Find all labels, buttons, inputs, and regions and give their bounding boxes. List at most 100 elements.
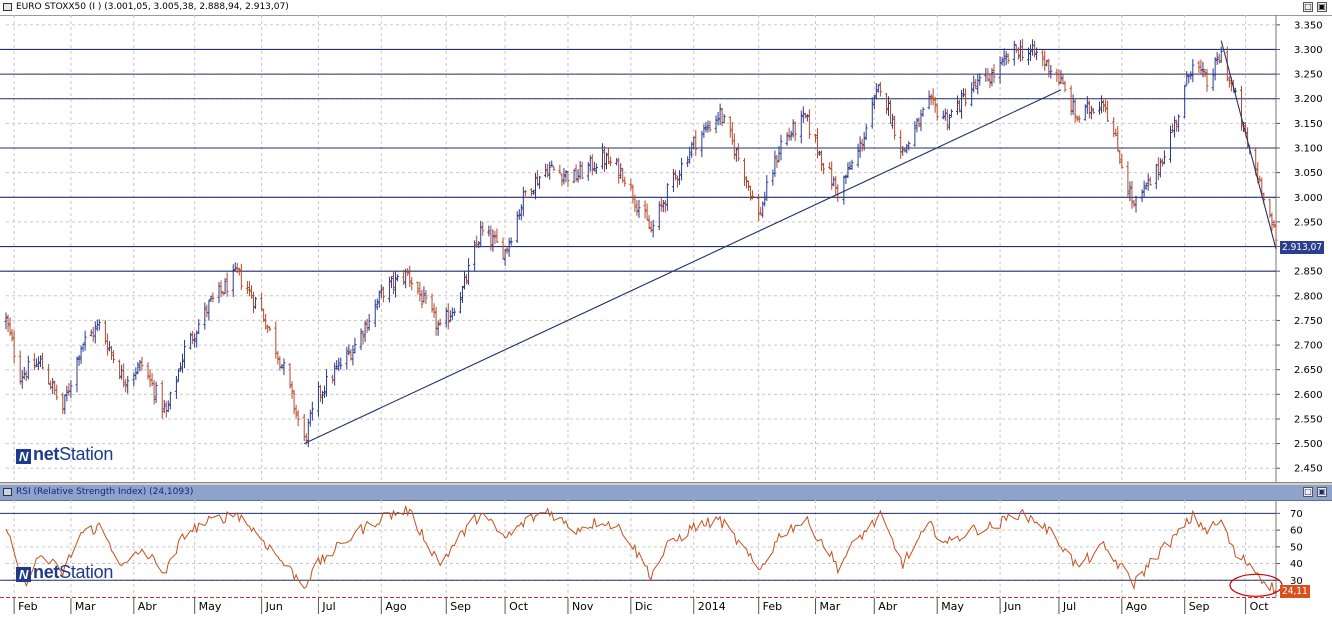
ohlc-bar <box>1173 116 1177 138</box>
ohlc-bar <box>1043 50 1047 71</box>
ohlc-bar <box>402 269 406 286</box>
ohlc-bar <box>704 121 708 133</box>
ohlc-bar <box>387 276 391 303</box>
ohlc-bar <box>83 330 87 351</box>
ohlc-bar <box>1140 189 1144 203</box>
price-y-tick-label: 2.950 <box>1294 217 1323 228</box>
ohlc-bar <box>164 401 168 418</box>
ohlc-bar <box>55 384 59 401</box>
ohlc-bar <box>1189 71 1193 80</box>
restore-button[interactable]: □ <box>1303 487 1313 497</box>
ohlc-bar <box>1144 182 1148 190</box>
ohlc-bar <box>651 219 655 238</box>
ohlc-bar <box>381 286 385 303</box>
ohlc-bar <box>1002 48 1006 67</box>
maximize-button[interactable]: ▣ <box>1317 487 1327 497</box>
ohlc-bar <box>1183 84 1187 119</box>
ohlc-bar <box>231 264 235 298</box>
x-axis-month-label: Ago <box>385 600 407 613</box>
price-chart[interactable]: 3.350 3.300 3.250 3.200 3.150 3.100 3.050 3.000… <box>0 15 1332 483</box>
x-axis-month-label: 2014 <box>698 600 726 613</box>
ohlc-bar <box>992 64 996 84</box>
ohlc-bar <box>77 354 81 366</box>
rsi-panel-titlebar: RSI (Relative Strength Index) (24,1093) … <box>0 485 1332 501</box>
price-panel: EURO STOXX50 (I ) (3.001,05, 3.005,38, 2… <box>0 0 1332 483</box>
maximize-button[interactable]: ▣ <box>1317 2 1327 12</box>
ohlc-bar <box>325 369 329 397</box>
ohlc-bar <box>475 235 479 248</box>
ohlc-bar <box>531 189 535 195</box>
ohlc-bar <box>943 108 947 121</box>
ohlc-bar <box>649 221 653 233</box>
ohlc-bar <box>1100 95 1104 114</box>
ohlc-bar <box>913 121 917 147</box>
ohlc-bar <box>389 276 393 289</box>
ohlc-bar <box>1035 47 1039 61</box>
ohlc-bar <box>523 189 527 197</box>
ohlc-bar <box>974 78 978 90</box>
ohlc-bar <box>51 378 55 395</box>
ohlc-bar <box>708 120 712 133</box>
ohlc-bar <box>209 295 213 302</box>
ohlc-bar <box>878 82 882 97</box>
ohlc-bar <box>889 100 893 125</box>
ohlc-bar <box>495 228 499 243</box>
ohlc-bar <box>183 339 187 369</box>
ohlc-bar <box>1029 44 1033 62</box>
ohlc-bar <box>1130 180 1134 209</box>
ohlc-bar <box>254 296 258 309</box>
ohlc-bar <box>876 84 880 93</box>
ohlc-bar <box>529 188 533 197</box>
ohlc-bar <box>927 90 931 110</box>
ohlc-bar <box>661 199 665 213</box>
ohlc-bar <box>519 204 523 221</box>
rsi-panel-title: RSI (Relative Strength Index) (24,1093) <box>16 487 194 497</box>
ohlc-bar <box>921 107 925 117</box>
ohlc-bar <box>615 157 619 166</box>
ohlc-bar <box>134 367 138 380</box>
ohlc-bar <box>1134 195 1138 213</box>
ohlc-bar <box>665 183 669 211</box>
rsi-y-tick-label: 70 <box>1290 509 1303 520</box>
ohlc-bar <box>1063 80 1067 93</box>
ohlc-bar <box>1069 85 1073 116</box>
ohlc-bar <box>1270 212 1274 231</box>
ohlc-bar <box>1215 51 1219 65</box>
ohlc-bar <box>558 164 562 174</box>
ohlc-bar <box>820 150 824 172</box>
ohlc-bar <box>751 190 755 200</box>
restore-button[interactable]: □ <box>1303 2 1313 12</box>
ohlc-bar <box>600 143 604 170</box>
ohlc-bar <box>1227 76 1231 88</box>
ohlc-bar <box>787 127 791 141</box>
ohlc-bar <box>574 164 578 182</box>
ohlc-bar <box>1047 58 1051 78</box>
x-axis-month-label: Abr <box>138 600 158 613</box>
ohlc-bar <box>1020 38 1024 61</box>
ohlc-bar <box>858 136 862 158</box>
ohlc-bar <box>891 113 895 129</box>
rsi-annotation-circle <box>1229 573 1283 597</box>
rsi-y-tick-label: 50 <box>1290 542 1303 553</box>
ohlc-bar <box>1154 163 1158 190</box>
ohlc-bar <box>462 270 466 290</box>
ohlc-bar <box>320 390 324 404</box>
ohlc-bar <box>148 369 152 388</box>
price-y-tick-label: 3.150 <box>1294 119 1323 130</box>
ohlc-bar <box>572 169 576 184</box>
ohlc-bar <box>722 114 726 124</box>
price-y-tick-label: 3.000 <box>1294 193 1323 204</box>
ohlc-bar <box>747 180 751 191</box>
ohlc-bar <box>714 115 718 134</box>
price-y-tick-label: 3.300 <box>1294 45 1323 56</box>
ohlc-bar <box>361 330 365 345</box>
ohlc-bar <box>793 121 797 142</box>
rsi-chart[interactable]: 70 60 50 40 30 Feb Mar Abr May Jun Jul Ago Sep Oct Nov… <box>0 500 1332 617</box>
ohlc-bar <box>631 184 635 204</box>
ohlc-bar <box>430 293 434 313</box>
ohlc-bar <box>962 88 966 98</box>
ohlc-bar <box>507 237 511 257</box>
ohlc-bar <box>12 330 16 364</box>
price-y-tick-label: 3.050 <box>1294 168 1323 179</box>
